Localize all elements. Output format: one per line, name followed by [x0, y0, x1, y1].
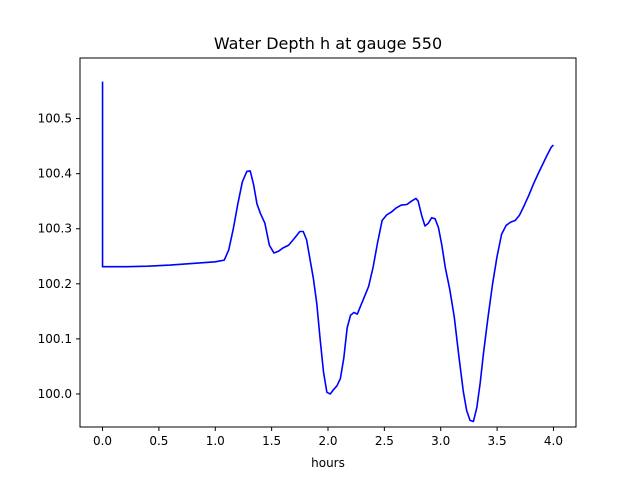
y-tick-label: 100.3 [38, 222, 72, 236]
y-tick-label: 100.1 [38, 332, 72, 346]
x-tick-label: 2.0 [318, 434, 337, 448]
x-tick-label: 3.0 [431, 434, 450, 448]
data-series [101, 81, 555, 423]
y-tick-label: 100.2 [38, 277, 72, 291]
axes-frame [79, 57, 577, 428]
x-tick-label: 0.5 [149, 434, 168, 448]
x-tick-label: 0.0 [93, 434, 112, 448]
x-tick-label: 2.5 [375, 434, 394, 448]
y-tick-label: 100.5 [38, 112, 72, 126]
y-tick-label: 100.0 [38, 387, 72, 401]
x-axis-label: hours [311, 456, 345, 470]
x-tick-label: 1.5 [262, 434, 281, 448]
x-tick-label: 4.0 [544, 434, 563, 448]
x-axis-ticks: 0.0 0.5 1.0 1.5 2.0 2.5 3.0 3.5 4.0 [93, 427, 563, 448]
x-tick-label: 3.5 [488, 434, 507, 448]
y-tick-label: 100.4 [38, 167, 72, 181]
chart-title: Water Depth h at gauge 550 [214, 34, 442, 53]
y-axis-ticks: 100.0 100.1 100.2 100.3 100.4 100.5 [38, 112, 80, 401]
x-tick-label: 1.0 [206, 434, 225, 448]
plot-area: 0.0 0.5 1.0 1.5 2.0 2.5 3.0 3.5 4.0 100.0100.110… [38, 57, 577, 448]
series-line [101, 81, 555, 423]
